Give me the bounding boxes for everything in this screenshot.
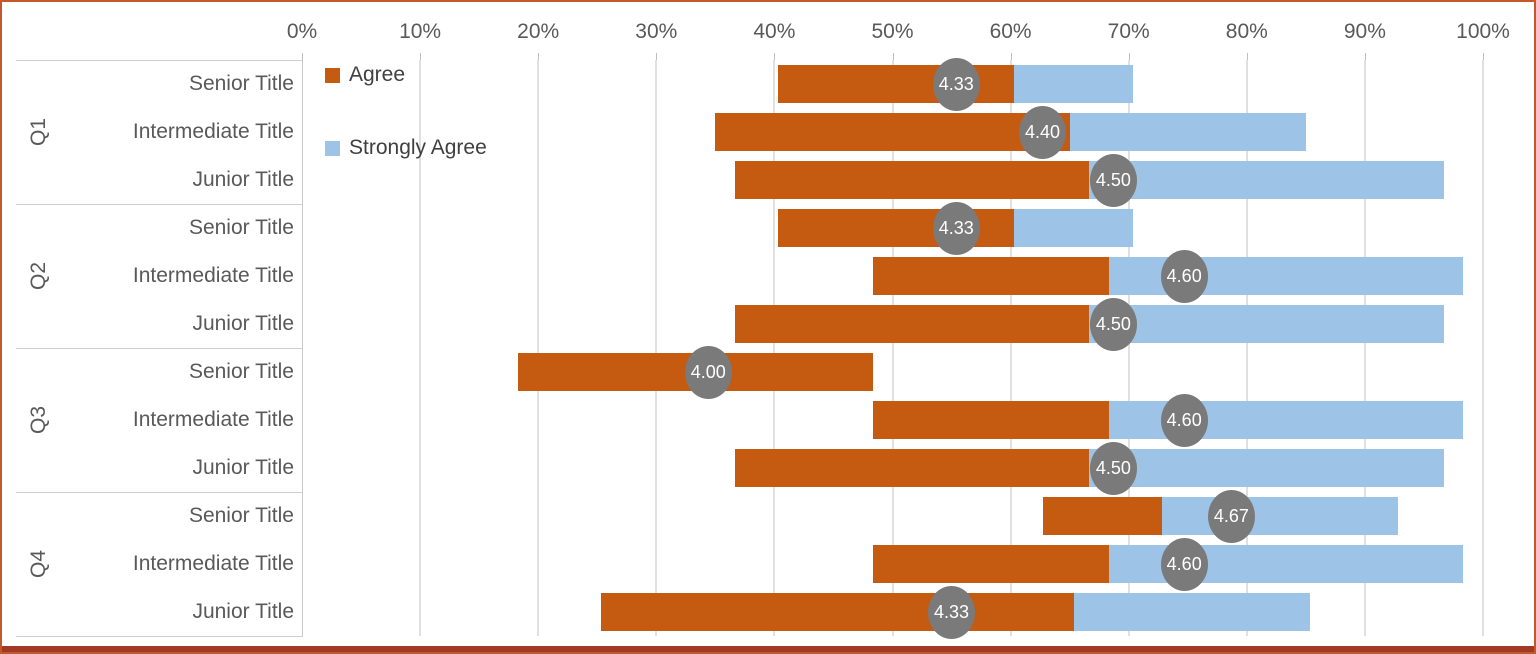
axis-tick-label: 50% bbox=[871, 20, 914, 43]
chart-legend: Agree Strongly Agree bbox=[325, 62, 487, 161]
category-divider-line bbox=[16, 60, 303, 61]
agree-bar-segment[interactable] bbox=[601, 593, 1074, 631]
gridline bbox=[1009, 60, 1012, 636]
category-divider-line bbox=[16, 204, 303, 205]
axis-tick-mark bbox=[656, 53, 658, 60]
average-score-marker[interactable]: 4.50 bbox=[1089, 153, 1137, 207]
agree-bar-segment[interactable] bbox=[872, 545, 1109, 583]
axis-tick-label: 100% bbox=[1456, 20, 1510, 43]
row-label: Intermediate Title bbox=[132, 552, 294, 575]
axis-tick-label: 20% bbox=[517, 20, 560, 43]
axis-tick-mark bbox=[1364, 53, 1366, 60]
average-score-marker[interactable]: 4.60 bbox=[1160, 249, 1208, 303]
strongly-agree-swatch-icon bbox=[325, 140, 340, 156]
agree-bar-segment[interactable] bbox=[735, 449, 1090, 487]
row-label: Junior Title bbox=[192, 456, 294, 479]
average-score-marker[interactable]: 4.50 bbox=[1089, 441, 1137, 495]
category-divider-line bbox=[16, 492, 303, 493]
average-score-marker[interactable]: 4.40 bbox=[1018, 105, 1066, 159]
axis-tick-mark bbox=[1483, 53, 1484, 60]
gridline bbox=[419, 60, 422, 636]
agree-bar-segment[interactable] bbox=[735, 161, 1090, 199]
axis-tick-mark bbox=[1010, 53, 1012, 60]
strongly-agree-bar-segment[interactable] bbox=[1161, 497, 1398, 535]
chart-bottom-accent-bar bbox=[2, 646, 1534, 652]
category-divider-line bbox=[16, 636, 303, 637]
agree-bar-segment[interactable] bbox=[872, 401, 1109, 439]
axis-tick-mark bbox=[538, 53, 540, 60]
axis-tick-label: 10% bbox=[399, 20, 442, 43]
group-label-q1: Q1 bbox=[27, 118, 50, 147]
axis-tick-label: 90% bbox=[1343, 20, 1386, 43]
average-score-marker[interactable]: 4.60 bbox=[1160, 537, 1208, 591]
row-label: Senior Title bbox=[188, 72, 294, 95]
row-label: Junior Title bbox=[192, 600, 294, 623]
strongly-agree-bar-segment[interactable] bbox=[1073, 593, 1310, 631]
average-score-marker[interactable]: 4.60 bbox=[1160, 393, 1208, 447]
category-divider-line bbox=[16, 348, 303, 349]
agree-bar-segment[interactable] bbox=[735, 305, 1090, 343]
axis-tick-mark bbox=[774, 53, 776, 60]
gridline bbox=[1482, 60, 1484, 636]
row-label: Intermediate Title bbox=[132, 408, 294, 431]
gridline bbox=[891, 60, 894, 636]
axis-tick-mark bbox=[1128, 53, 1130, 60]
gridline bbox=[773, 60, 776, 636]
strongly-agree-bar-segment[interactable] bbox=[1089, 161, 1444, 199]
legend-item-strongly-agree[interactable]: Strongly Agree bbox=[325, 135, 487, 161]
group-label-q4: Q4 bbox=[27, 550, 50, 579]
strongly-agree-bar-segment[interactable] bbox=[1089, 305, 1444, 343]
agree-bar-segment[interactable] bbox=[872, 257, 1109, 295]
average-score-marker[interactable]: 4.50 bbox=[1089, 297, 1137, 351]
axis-tick-label: 70% bbox=[1107, 20, 1150, 43]
category-axis-line bbox=[302, 60, 303, 636]
group-label-q3: Q3 bbox=[27, 406, 50, 435]
row-label: Senior Title bbox=[188, 360, 294, 383]
axis-tick-label: 80% bbox=[1225, 20, 1268, 43]
row-label: Senior Title bbox=[188, 504, 294, 527]
row-label: Junior Title bbox=[192, 168, 294, 191]
strongly-agree-bar-segment[interactable] bbox=[1069, 113, 1306, 151]
average-score-marker[interactable]: 4.33 bbox=[928, 585, 976, 639]
average-score-marker[interactable]: 4.67 bbox=[1207, 489, 1255, 543]
average-score-marker[interactable]: 4.00 bbox=[684, 345, 732, 399]
gridline bbox=[537, 60, 540, 636]
average-score-marker[interactable]: 4.33 bbox=[932, 201, 980, 255]
legend-label-agree: Agree bbox=[349, 63, 406, 86]
row-label: Intermediate Title bbox=[132, 120, 294, 143]
axis-tick-label: 60% bbox=[989, 20, 1032, 43]
row-label: Senior Title bbox=[188, 216, 294, 239]
row-label: Junior Title bbox=[192, 312, 294, 335]
axis-tick-mark bbox=[1246, 53, 1248, 60]
average-score-marker[interactable]: 4.33 bbox=[932, 57, 980, 111]
axis-tick-mark bbox=[892, 53, 894, 60]
legend-label-strongly-agree: Strongly Agree bbox=[349, 136, 487, 159]
agree-swatch-icon bbox=[325, 67, 340, 83]
legend-item-agree[interactable]: Agree bbox=[325, 62, 487, 88]
axis-tick-label: 0% bbox=[286, 20, 318, 43]
agree-bar-segment[interactable] bbox=[1043, 497, 1162, 535]
group-label-q2: Q2 bbox=[27, 262, 50, 291]
row-label: Intermediate Title bbox=[132, 264, 294, 287]
strongly-agree-bar-segment[interactable] bbox=[1089, 449, 1444, 487]
agree-bar-segment[interactable] bbox=[715, 113, 1070, 151]
gridline bbox=[1245, 60, 1248, 636]
gridline bbox=[1363, 60, 1366, 636]
axis-tick-mark bbox=[420, 53, 422, 60]
strongly-agree-bar-segment[interactable] bbox=[1014, 65, 1133, 103]
axis-tick-mark bbox=[302, 53, 303, 60]
gridline bbox=[655, 60, 658, 636]
strongly-agree-bar-segment[interactable] bbox=[1014, 209, 1133, 247]
axis-tick-label: 40% bbox=[753, 20, 796, 43]
gridline bbox=[1127, 60, 1130, 636]
axis-tick-label: 30% bbox=[635, 20, 678, 43]
